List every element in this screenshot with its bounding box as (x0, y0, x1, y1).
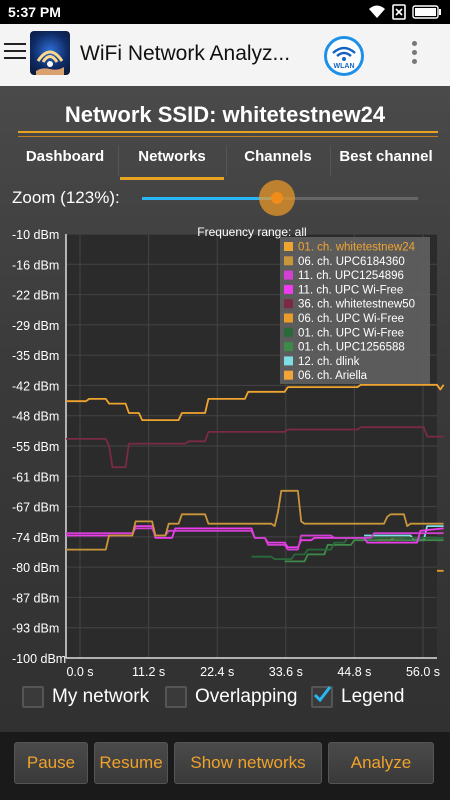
status-bar: 5:37 PM (0, 0, 450, 24)
series-line (66, 426, 444, 469)
zoom-slider[interactable] (142, 180, 418, 216)
legend-swatch (284, 256, 293, 266)
y-tick-label: -93 dBm (12, 622, 59, 636)
y-tick-label: -22 dBm (12, 289, 59, 303)
checkbox-label: My network (52, 686, 150, 707)
legend-entry: 12. ch. dlink (298, 356, 360, 368)
checkbox-box-checked[interactable] (311, 686, 333, 708)
status-icons (368, 3, 442, 21)
y-tick-label: -42 dBm (12, 379, 59, 393)
title-underline (18, 131, 438, 133)
y-tick-label: -67 dBm (12, 501, 59, 515)
resume-button[interactable]: Resume (94, 742, 168, 784)
overflow-menu-icon[interactable] (410, 41, 418, 71)
legend-entry: 06. ch. Ariella (298, 370, 368, 382)
legend-swatch (284, 242, 293, 251)
checkbox-label: Overlapping (195, 686, 298, 707)
y-tick-label: -10 dBm (12, 228, 59, 242)
series-line (66, 383, 445, 422)
legend-swatch (284, 327, 293, 337)
legend-entry: 01. ch. UPC1256588 (298, 342, 405, 354)
legend-entry: 01. ch. whitetestnew24 (298, 242, 416, 254)
y-tick-label: -100 dBm (12, 652, 66, 666)
legend-entry: 01. ch. UPC Wi-Free (298, 327, 404, 339)
tab-divider (330, 146, 331, 176)
status-time: 5:37 PM (8, 4, 61, 20)
legend-swatch (284, 299, 293, 309)
analyze-button[interactable]: Analyze (328, 742, 434, 784)
checkbox-my-network[interactable]: My network (22, 682, 149, 712)
tab-channels[interactable]: Channels (244, 148, 312, 165)
wifi-icon (332, 46, 356, 61)
y-tick-label: -35 dBm (12, 349, 59, 363)
x-tick-label: 44.8 s (337, 665, 371, 679)
bottom-button-bar: Pause Resume Show networks Analyze (0, 732, 450, 800)
app-bar: WiFi Network Analyz... WLAN (0, 24, 450, 86)
show-networks-button[interactable]: Show networks (174, 742, 322, 784)
tab-best-channel[interactable]: Best channel (339, 148, 433, 165)
menu-icon[interactable] (4, 43, 26, 63)
wifi-signal-icon (369, 5, 385, 18)
series-line (251, 536, 444, 561)
app-title: WiFi Network Analyz... (80, 42, 291, 65)
checkbox-legend[interactable]: Legend (311, 682, 404, 712)
wlan-icon[interactable]: WLAN (324, 36, 364, 76)
tab-dashboard[interactable]: Dashboard (25, 148, 105, 165)
series-line (66, 489, 444, 551)
no-sim-icon (392, 4, 406, 20)
y-tick-label: -16 dBm (12, 258, 59, 272)
legend-entry: 11. ch. UPC1254896 (298, 270, 404, 282)
x-tick-label: 11.2 s (132, 665, 165, 679)
zoom-label: Zoom (123%): (12, 188, 120, 207)
y-tick-label: -87 dBm (12, 591, 59, 605)
battery-icon (412, 5, 441, 19)
y-tick-label: -48 dBm (12, 410, 59, 424)
series-line (66, 527, 444, 551)
y-tick-label: -55 dBm (12, 440, 59, 454)
legend-swatch (284, 284, 293, 294)
y-tick-label: -61 dBm (12, 470, 59, 484)
legend-swatch (284, 342, 293, 352)
y-tick-label: -29 dBm (12, 319, 59, 333)
x-tick-label: 22.4 s (200, 665, 234, 679)
x-tick-label: 0.0 s (66, 665, 93, 679)
checkbox-box[interactable] (165, 686, 187, 708)
checkbox-overlapping[interactable]: Overlapping (165, 682, 297, 712)
legend-box (280, 237, 430, 384)
x-tick-label: 56.0 s (406, 665, 440, 679)
legend-swatch (284, 270, 293, 280)
legend-entry: 11. ch. UPC Wi-Free (298, 284, 403, 296)
tab-divider (226, 146, 227, 176)
ssid-title: Network SSID: whitetestnew24 (64, 102, 386, 127)
legend-swatch (284, 370, 293, 380)
zoom-slider-fill (142, 197, 278, 200)
legend-entry: 36. ch. whitetestnew50 (298, 299, 415, 311)
y-tick-label: -80 dBm (12, 561, 59, 575)
chart-title: Frequency range: all (197, 225, 306, 239)
legend-swatch (284, 313, 293, 323)
wlan-label: WLAN (333, 63, 355, 70)
tab-divider (118, 146, 119, 176)
checkbox-box[interactable] (22, 686, 44, 708)
y-tick-label: -74 dBm (12, 531, 59, 545)
legend-entry: 06. ch. UPC Wi-Free (298, 313, 404, 325)
x-tick-label: 33.6 s (269, 665, 303, 679)
signal-chart: -10 dBm -16 dBm -22 dBm -29 dBm -35 dBm -42 d… (12, 225, 445, 679)
tab-networks[interactable]: Networks (120, 144, 224, 180)
legend-swatch (284, 356, 293, 366)
app-logo (30, 31, 70, 75)
main-content: Network SSID: whitetestnew24 Dashboard N… (0, 86, 450, 800)
pause-button[interactable]: Pause (14, 742, 88, 784)
legend-entry: 06. ch. UPC6184360 (298, 256, 405, 268)
title-underline-2 (18, 136, 438, 137)
checkbox-label: Legend (341, 686, 405, 707)
checkmark-icon (313, 686, 332, 703)
wifi-hand-icon (36, 50, 64, 75)
zoom-slider-thumb[interactable] (271, 192, 284, 204)
